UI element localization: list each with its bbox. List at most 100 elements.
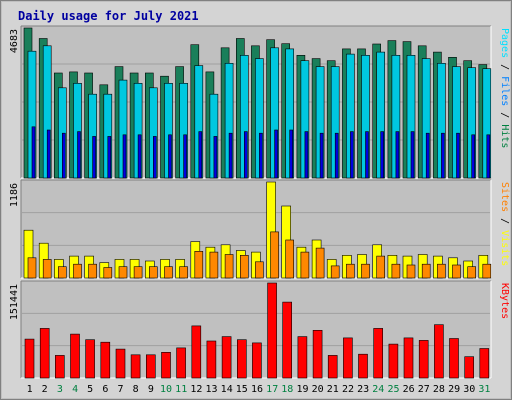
sites-bar-day-27: [421, 263, 431, 279]
x-tick-label-day-4: 4: [72, 384, 78, 395]
kbytes-bar-day-25: [388, 343, 399, 379]
x-tick-label-day-9: 9: [148, 384, 154, 395]
pages-bar-day-9: [153, 136, 157, 179]
pages-bar-day-5: [92, 136, 96, 179]
kbytes-bar-day-30: [464, 356, 475, 379]
pages-bar-day-30: [471, 134, 476, 179]
kbytes-bar-day-2: [39, 328, 50, 379]
sites-bar-day-13: [209, 251, 219, 279]
kbytes-bar-day-5: [85, 339, 95, 379]
pages-bar-day-11: [183, 134, 187, 179]
axis-label-part: /: [499, 212, 510, 230]
panel-visits: 1186 Sites / Visits: [9, 179, 510, 279]
kbytes-bar-day-9: [146, 354, 156, 379]
kbytes-bar-day-17: [267, 282, 277, 379]
sites-bar-day-18: [285, 239, 295, 279]
sites-bar-day-31: [482, 263, 492, 279]
x-tick-label-day-28: 28: [433, 384, 445, 395]
sites-bar-day-4: [73, 263, 82, 279]
x-tick-label-day-29: 29: [448, 384, 460, 395]
pages-bar-day-7: [122, 134, 127, 179]
pages-bar-day-8: [137, 134, 142, 179]
axis-label-part: KBytes: [499, 283, 510, 319]
sites-bar-day-30: [467, 266, 477, 279]
x-tick-label-day-6: 6: [102, 384, 108, 395]
sites-bar-day-14: [224, 254, 234, 279]
sites-bar-day-21: [330, 265, 340, 279]
pages-bar-day-10: [168, 134, 172, 179]
x-tick-label-day-3: 3: [57, 384, 63, 395]
sites-bar-day-28: [437, 263, 446, 279]
x-tick-label-day-5: 5: [87, 384, 93, 395]
x-tick-label-day-16: 16: [251, 384, 263, 395]
pages-bar-day-18: [289, 129, 294, 179]
pages-bar-day-12: [198, 131, 203, 179]
pages-bar-day-24: [380, 131, 385, 179]
pages-bar-day-14: [228, 132, 233, 179]
pages-bar-day-28: [441, 132, 445, 179]
sites-bar-day-3: [57, 266, 67, 279]
x-tick-label-day-20: 20: [312, 384, 324, 395]
kbytes-bar-day-11: [176, 347, 186, 379]
sites-bar-day-7: [118, 266, 128, 279]
pages-bar-day-25: [395, 131, 400, 179]
sites-bar-day-6: [103, 267, 113, 279]
x-tick-label-day-17: 17: [266, 384, 278, 395]
axis-label-part: /: [499, 106, 510, 124]
kbytes-bar-day-3: [54, 355, 65, 379]
pages-bar-day-1: [31, 126, 36, 179]
sites-bar-day-19: [300, 251, 310, 279]
pages-bar-day-27: [425, 132, 430, 179]
kbytes-bar-day-26: [403, 337, 414, 379]
pages-bar-day-29: [456, 132, 460, 179]
sites-bar-day-2: [42, 259, 52, 279]
x-tick-label-day-8: 8: [133, 384, 139, 395]
pages-bar-day-26: [410, 131, 415, 179]
sites-bar-day-20: [315, 247, 325, 279]
kbytes-bar-day-1: [24, 338, 35, 379]
sites-bar-day-11: [179, 266, 188, 279]
pages-bar-day-6: [107, 136, 112, 179]
pages-bar-day-22: [350, 131, 354, 179]
kbytes-bar-day-20: [312, 329, 323, 379]
x-tick-label-day-1: 1: [27, 384, 33, 395]
x-tick-label-day-15: 15: [236, 384, 248, 395]
axis-label-part: Files: [499, 76, 510, 106]
pages-bar-day-15: [244, 131, 248, 179]
sites-bar-day-15: [240, 255, 249, 279]
y-max-label: 4683: [9, 29, 20, 53]
chart-panels: 4683 Pages / Files / Hits 1186 Sites / Visi…: [9, 25, 510, 379]
x-tick-label-day-27: 27: [418, 384, 430, 395]
kbytes-bar-day-13: [206, 340, 217, 379]
sites-bar-day-23: [361, 263, 370, 279]
x-tick-label-day-10: 10: [160, 384, 172, 395]
sites-bar-day-24: [376, 255, 386, 279]
kbytes-bar-day-7: [115, 348, 126, 379]
sites-bar-day-1: [27, 257, 37, 279]
axis-label-part: Hits: [499, 124, 510, 148]
x-tick-label-day-12: 12: [190, 384, 202, 395]
kbytes-bar-day-14: [221, 336, 232, 379]
panel-hits: 4683 Pages / Files / Hits: [9, 25, 510, 179]
sites-bar-day-29: [452, 264, 461, 279]
x-tick-label-day-26: 26: [403, 384, 415, 395]
x-tick-label-day-24: 24: [372, 384, 384, 395]
x-tick-label-day-19: 19: [296, 384, 308, 395]
x-tick-label-day-11: 11: [175, 384, 187, 395]
axis-label-part: Pages: [499, 28, 510, 58]
pages-bar-day-23: [365, 131, 369, 179]
series-axis-label: KBytes: [499, 283, 510, 319]
pages-bar-day-3: [61, 132, 66, 179]
kbytes-bar-day-8: [130, 354, 141, 379]
x-tick-label-day-23: 23: [357, 384, 369, 395]
x-tick-label-day-14: 14: [221, 384, 233, 395]
sites-bar-day-10: [164, 266, 173, 279]
pages-bar-day-20: [319, 132, 324, 179]
sites-bar-day-5: [88, 263, 97, 279]
x-tick-label-day-30: 30: [463, 384, 475, 395]
kbytes-bar-day-24: [373, 328, 384, 379]
x-tick-label-day-31: 31: [478, 384, 490, 395]
x-axis-day-labels: 1 2 3 4 5 6 7 8 9 10 11 12 13 14 15 16 17 18 19 20 21 22 23 24 2…: [27, 384, 491, 395]
sites-bar-day-25: [391, 263, 401, 279]
